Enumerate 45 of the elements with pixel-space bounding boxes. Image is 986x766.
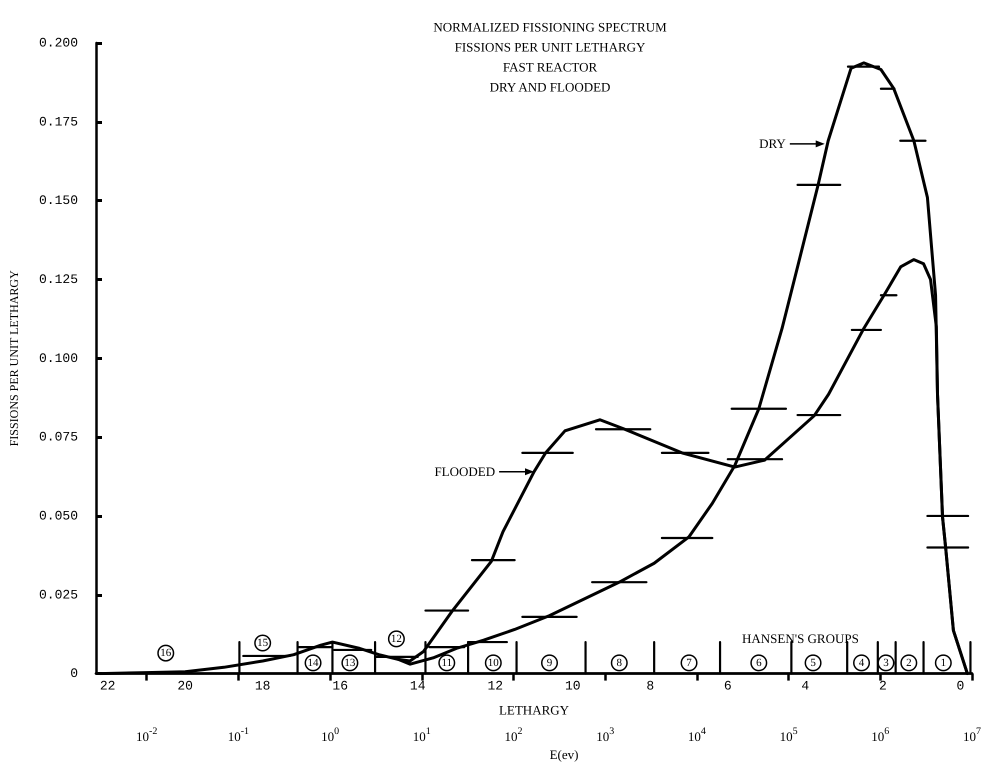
x-tick-label: 8 bbox=[646, 678, 654, 694]
x-tick-label: 4 bbox=[801, 678, 810, 694]
y-tick-label: 0.075 bbox=[38, 430, 78, 445]
annotation: 8 bbox=[616, 656, 623, 669]
annotation: 10 bbox=[488, 656, 500, 669]
x-tick-label: 2 bbox=[878, 678, 887, 694]
annotation: 6 bbox=[756, 656, 762, 669]
annotation: 4 bbox=[858, 656, 865, 669]
annotation: 14 bbox=[308, 656, 320, 669]
text: FISSIONS PER UNIT LETHARGY FAST REACTOR DRY AND FLOODED bbox=[454, 40, 646, 94]
annotation: 15 bbox=[257, 637, 269, 650]
annotation: 13 bbox=[344, 656, 356, 669]
x-tick-label: 20 bbox=[177, 678, 193, 694]
y-tick-label: 0.025 bbox=[38, 587, 78, 602]
annotation: 11 bbox=[441, 656, 452, 669]
chart-title: NORMALIZED FISSIONING SPECTRUM bbox=[433, 20, 668, 34]
y-tick-label: 0.150 bbox=[38, 193, 78, 208]
annotation: 5 bbox=[810, 656, 816, 669]
y-tick-label: 0.200 bbox=[38, 36, 78, 50]
annotation: 9 bbox=[546, 656, 553, 669]
annotation: 2 bbox=[906, 656, 912, 669]
annotation: 3 bbox=[883, 656, 890, 669]
x2-axis-title: E(ev) bbox=[550, 747, 578, 762]
y-tick-label: 0.100 bbox=[38, 350, 78, 366]
x-tick-label: 6 bbox=[724, 678, 732, 694]
annotation: HANSEN'S GROUPS bbox=[742, 631, 859, 646]
y-tick-label: 0.175 bbox=[38, 114, 78, 130]
x-tick-label: 22 bbox=[100, 678, 116, 694]
annotation: 12 bbox=[390, 632, 402, 645]
y-tick-label: 0.050 bbox=[38, 508, 78, 524]
annotation: FLOODED bbox=[434, 464, 496, 479]
annotation: 7 bbox=[686, 656, 692, 669]
y-tick-label: 0 bbox=[70, 666, 78, 682]
annotation: DRY bbox=[759, 136, 786, 151]
x-axis-title: LETHARGY bbox=[498, 702, 570, 718]
x-tick-label: 0 bbox=[956, 678, 964, 694]
x-tick-label: 10 bbox=[564, 678, 581, 694]
x-tick-label: 12 bbox=[487, 678, 504, 694]
y-tick-label: 0.125 bbox=[38, 272, 78, 287]
x-tick-label: 14 bbox=[410, 678, 426, 694]
annotation: 1 bbox=[940, 656, 946, 669]
y-axis-title: FISSIONS PER UNIT LETHARGY bbox=[7, 270, 21, 446]
x-tick-label: 18 bbox=[254, 678, 270, 694]
x-tick-label: 16 bbox=[332, 678, 348, 694]
annotation: 16 bbox=[160, 647, 172, 660]
